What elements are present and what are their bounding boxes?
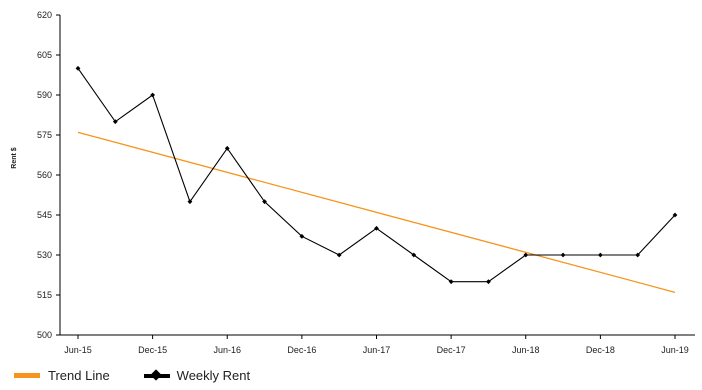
data-point-marker [560,252,566,258]
data-point-marker [336,252,342,258]
data-point-marker [597,252,603,258]
weekly-rent-swatch [143,368,170,381]
data-point-marker [411,252,417,258]
y-tick-label: 500 [37,330,52,340]
x-tick-label: Dec-16 [287,345,316,355]
x-tick-label: Dec-17 [437,345,466,355]
weekly-rent-line [77,68,676,283]
legend-label-weekly-rent: Weekly Rent [176,368,251,383]
data-point-marker [150,92,156,98]
y-tick-label: 575 [37,130,52,140]
data-point-marker [374,225,379,231]
x-tick-label: Jun-15 [64,345,92,355]
x-tick-label: Dec-18 [586,345,615,355]
y-axis-label: Rent $ [11,147,18,169]
x-tick-label: Jun-16 [213,345,241,355]
x-tick-label: Jun-17 [363,345,391,355]
y-tick-label: 515 [37,290,52,300]
y-tick-label: 545 [37,210,52,220]
y-tick-label: 530 [37,250,52,260]
x-tick-label: Dec-15 [138,345,167,355]
trend-line [77,131,676,293]
data-point-marker [224,145,230,151]
y-axis-ticks: 500 515 530 545 560 575 590 605 620 [37,10,60,340]
legend-label-trend-line: Trend Line [48,368,110,383]
data-point-marker [112,119,118,125]
data-point-marker [635,252,641,258]
data-point-marker [187,199,193,205]
y-tick-label: 560 [37,170,52,180]
x-tick-label: Jun-18 [512,345,540,355]
y-tick-label: 590 [37,90,52,100]
data-point-marker [486,279,491,285]
x-axis-ticks: Jun-15 Dec-15 Jun-16 Dec-16 Jun-17 Dec-17 Jun-… [64,335,689,355]
weekly-rent-markers [75,65,678,285]
legend-item-trend-line: Trend Line [14,368,110,383]
legend: Trend Line Weekly Rent [14,368,284,383]
data-point-marker [299,233,305,239]
y-tick-label: 605 [37,50,52,60]
legend-item-weekly-rent: Weekly Rent [143,368,251,383]
trend-line-swatch [14,373,40,378]
data-point-marker [262,199,267,205]
data-point-marker [672,212,678,218]
data-point-marker [75,65,81,71]
data-point-marker [523,252,529,258]
y-tick-label: 620 [37,10,52,20]
x-tick-label: Jun-19 [661,345,689,355]
data-point-marker [448,279,454,285]
